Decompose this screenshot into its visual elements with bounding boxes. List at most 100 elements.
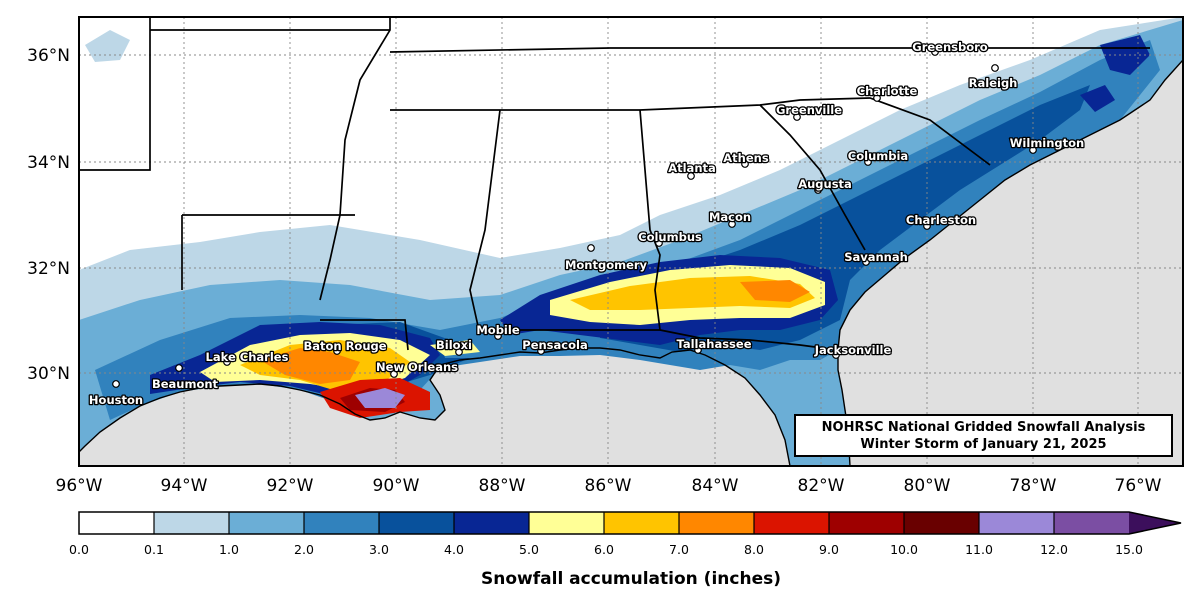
colorbar-tick-label: 0.1 <box>144 542 164 557</box>
city-marker <box>175 364 183 372</box>
map-frame <box>78 16 1184 467</box>
city-label: Greensboro <box>912 40 988 54</box>
city-marker <box>728 220 736 228</box>
city-marker <box>991 64 999 72</box>
longitude-label: 94°W <box>161 476 208 496</box>
colorbar-bin <box>904 512 979 534</box>
city-label: Baton Rouge <box>303 339 386 353</box>
longitude-label: 86°W <box>585 476 632 496</box>
colorbar-tick-label: 10.0 <box>890 542 918 557</box>
colorbar-tick-label: 3.0 <box>369 542 389 557</box>
longitude-label: 96°W <box>56 476 103 496</box>
graticule <box>79 17 1183 466</box>
colorbar-tick-label: 5.0 <box>519 542 539 557</box>
city-marker <box>814 186 822 194</box>
colorbar-bin <box>154 512 229 534</box>
city-marker <box>931 48 939 56</box>
city-marker <box>587 244 595 252</box>
city-layer: Greensboro Raleigh Charlotte Greenville Wilm… <box>88 39 1086 409</box>
map-title-box: NOHRSC National Gridded Snowfall Analysi… <box>794 414 1173 457</box>
city-marker <box>832 351 840 359</box>
longitude-label: 78°W <box>1010 476 1057 496</box>
city-marker <box>923 222 931 230</box>
colorbar-tick-label: 4.0 <box>444 542 464 557</box>
snow-band <box>85 30 130 62</box>
city-label: Columbus <box>638 230 702 244</box>
latitude-label: 32°N <box>27 259 70 279</box>
title-box-line2: Winter Storm of January 21, 2025 <box>860 437 1106 452</box>
longitude-label: 88°W <box>479 476 526 496</box>
state-borders <box>79 17 1150 351</box>
city-marker <box>390 370 398 378</box>
city-marker <box>655 239 663 247</box>
latitude-label: 30°N <box>27 364 70 384</box>
city-label: Atlanta <box>668 161 716 175</box>
colorbar-outline <box>78 511 1182 535</box>
snowfall-shading <box>79 17 1183 466</box>
colorbar-tick-label: 2.0 <box>294 542 314 557</box>
snow-band <box>1080 85 1115 112</box>
city-marker <box>112 380 120 388</box>
city-label: Athens <box>723 151 769 165</box>
city-label: Jacksonville <box>814 343 892 357</box>
city-label: Biloxi <box>436 338 472 352</box>
city-label: Savannah <box>844 250 908 264</box>
city-marker <box>494 332 502 340</box>
city-label: Houston <box>89 393 143 407</box>
colorbar-title: Snowfall accumulation (inches) <box>481 569 781 589</box>
colorbar-tick-label: 0.0 <box>69 542 89 557</box>
city-label: Raleigh <box>969 76 1018 90</box>
colorbar-bin <box>529 512 604 534</box>
latitude-label: 34°N <box>27 153 70 173</box>
colorbar-tick-label: 7.0 <box>669 542 689 557</box>
city-marker <box>741 160 749 168</box>
city-label: Lake Charles <box>206 350 289 364</box>
longitude-label: 76°W <box>1115 476 1162 496</box>
city-marker <box>1029 146 1037 154</box>
city-marker <box>694 346 702 354</box>
longitude-label: 92°W <box>267 476 314 496</box>
longitude-labels: 96°W 94°W 92°W 90°W 88°W 86°W 84°W 82°W 80°W 78°W… <box>56 476 1162 496</box>
colorbar-bin <box>679 512 754 534</box>
colorbar-bin <box>829 512 904 534</box>
longitude-label: 80°W <box>904 476 951 496</box>
city-label: Macon <box>709 210 751 224</box>
colorbar-bin <box>454 512 529 534</box>
colorbar: 0.0 0.1 1.0 2.0 3.0 4.0 5.0 6.0 7.0 8.0 9.0 10.0 11.… <box>69 511 1182 557</box>
title-box-line1: NOHRSC National Gridded Snowfall Analysi… <box>822 420 1146 435</box>
colorbar-bin <box>379 512 454 534</box>
city-marker <box>873 94 881 102</box>
snow-band <box>430 340 480 356</box>
city-label: Charlotte <box>857 84 918 98</box>
colorbar-bin <box>604 512 679 534</box>
colorbar-bin <box>1054 512 1129 534</box>
snow-band <box>740 280 810 302</box>
snow-band <box>260 348 360 384</box>
city-label: Columbia <box>848 149 908 163</box>
city-label: Pensacola <box>522 338 587 352</box>
colorbar-tick-label: 12.0 <box>1040 542 1068 557</box>
latitude-labels: 36°N 34°N 32°N 30°N <box>27 46 70 384</box>
city-label: Charleston <box>906 213 976 227</box>
colorbar-tick-label: 1.0 <box>219 542 239 557</box>
city-marker <box>223 358 231 366</box>
city-marker <box>864 158 872 166</box>
city-marker <box>537 347 545 355</box>
longitude-label: 82°W <box>798 476 845 496</box>
city-marker <box>862 258 870 266</box>
latitude-label: 36°N <box>27 46 70 66</box>
city-label: Mobile <box>476 323 519 337</box>
city-marker <box>793 113 801 121</box>
colorbar-bin <box>979 512 1054 534</box>
city-label: Wilmington <box>1010 136 1085 150</box>
colorbar-bin <box>79 512 154 534</box>
city-label: Beaumont <box>152 377 219 391</box>
city-label: Montgomery <box>565 258 648 272</box>
colorbar-bin <box>304 512 379 534</box>
city-label: New Orleans <box>376 360 458 374</box>
colorbar-tick-label: 15.0 <box>1115 542 1143 557</box>
colorbar-bin <box>754 512 829 534</box>
colorbar-tick-label: 8.0 <box>744 542 764 557</box>
longitude-label: 84°W <box>692 476 739 496</box>
